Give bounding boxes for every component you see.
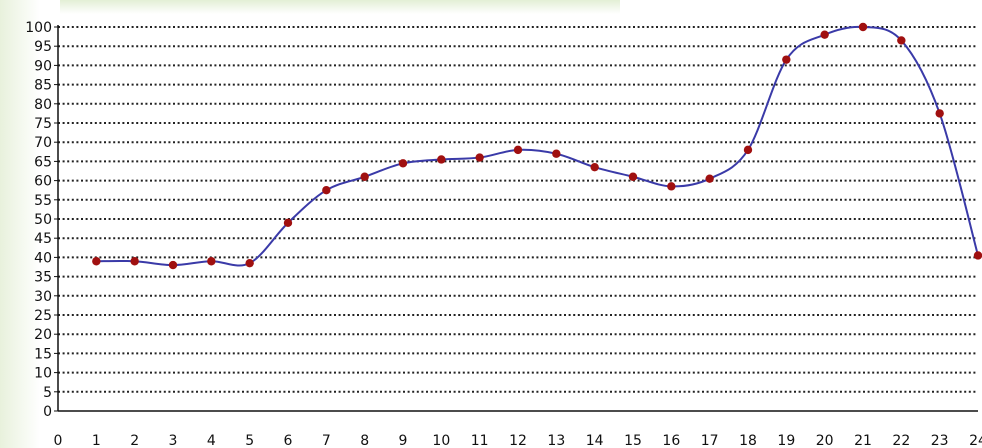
x-tick-label: 11 <box>471 433 489 448</box>
y-tick-label: 25 <box>34 308 52 324</box>
data-point-20 <box>820 30 829 39</box>
data-point-19 <box>782 55 791 64</box>
data-point-7 <box>322 186 331 195</box>
x-tick-label: 14 <box>586 433 604 448</box>
data-point-22 <box>897 36 906 45</box>
data-point-14 <box>590 162 599 172</box>
x-tick-label: 17 <box>701 433 719 448</box>
data-point-11 <box>475 153 484 162</box>
data-point-5 <box>245 258 254 268</box>
x-tick-label: 3 <box>169 433 178 448</box>
x-tick-label: 23 <box>931 433 949 448</box>
data-point-16 <box>667 182 676 191</box>
x-tick-label: 16 <box>662 433 680 448</box>
y-tick-label: 95 <box>34 39 52 55</box>
x-tick-label: 19 <box>777 433 795 448</box>
y-tick-label: 85 <box>34 78 52 94</box>
x-tick-label: 10 <box>432 433 450 448</box>
x-tick-label: 21 <box>854 433 872 448</box>
y-tick-label: 80 <box>34 97 52 113</box>
axes <box>54 25 978 412</box>
data-point-23 <box>935 109 944 118</box>
x-tick-label: 5 <box>245 433 254 448</box>
data-point-15 <box>628 172 638 181</box>
x-tick-label: 20 <box>816 433 834 448</box>
x-tick-label: 22 <box>892 433 910 448</box>
data-point-8 <box>360 172 369 181</box>
y-tick-label: 60 <box>34 174 52 190</box>
y-tick-label: 75 <box>34 116 52 132</box>
x-tick-label: 2 <box>130 433 139 448</box>
background-decoration-top <box>60 0 620 14</box>
y-tick-label: 15 <box>34 346 52 362</box>
data-point-3 <box>168 260 178 270</box>
y-tick-label: 45 <box>34 231 52 247</box>
y-tick-label: 20 <box>34 327 52 343</box>
data-point-1 <box>92 257 101 266</box>
y-tick-labels: 0 5 10 15 20 25 30 35 40 45 50 55 60 65 70 75 80 85 90 95 10… <box>25 20 52 420</box>
series-line-0 <box>96 25 979 267</box>
x-tick-label: 7 <box>322 433 331 448</box>
x-tick-label: 1 <box>92 433 101 448</box>
x-tick-label: 12 <box>509 433 527 448</box>
data-point-2 <box>130 257 139 266</box>
y-tick-label: 55 <box>34 193 52 209</box>
gridlines <box>58 26 978 393</box>
x-tick-labels: 0123456789101112131415161718192021222324 <box>54 433 982 448</box>
data-point-10 <box>437 155 446 164</box>
x-tick-label: 8 <box>360 433 369 448</box>
background-decoration-left <box>0 0 40 448</box>
data-point-13 <box>552 149 561 158</box>
y-tick-label: 50 <box>34 212 52 228</box>
x-tick-label: 6 <box>284 433 293 448</box>
point-markers <box>92 22 982 270</box>
x-tick-label: 18 <box>739 433 757 448</box>
data-point-6 <box>283 218 293 228</box>
x-tick-label: 4 <box>207 433 216 448</box>
data-point-9 <box>398 159 408 168</box>
data-point-21 <box>858 22 868 32</box>
y-tick-label: 70 <box>34 135 52 151</box>
y-tick-label: 5 <box>43 385 52 401</box>
x-tick-label: 0 <box>54 433 63 448</box>
y-tick-label: 35 <box>34 270 52 286</box>
y-tick-label: 90 <box>34 58 52 74</box>
y-tick-label: 10 <box>34 366 52 382</box>
data-point-18 <box>743 145 753 155</box>
y-tick-label: 0 <box>43 404 52 420</box>
x-tick-label: 24 <box>969 433 982 448</box>
data-point-17 <box>705 174 714 183</box>
data-point-4 <box>207 257 216 266</box>
y-tick-label: 65 <box>34 154 52 170</box>
x-tick-label: 15 <box>624 433 642 448</box>
x-tick-label: 13 <box>547 433 565 448</box>
y-tick-label: 100 <box>25 20 52 36</box>
y-tick-label: 30 <box>34 289 52 305</box>
x-tick-label: 9 <box>399 433 408 448</box>
data-point-24 <box>973 251 982 260</box>
series-layer <box>96 25 979 267</box>
y-tick-label: 40 <box>34 250 52 266</box>
data-point-12 <box>513 145 523 155</box>
